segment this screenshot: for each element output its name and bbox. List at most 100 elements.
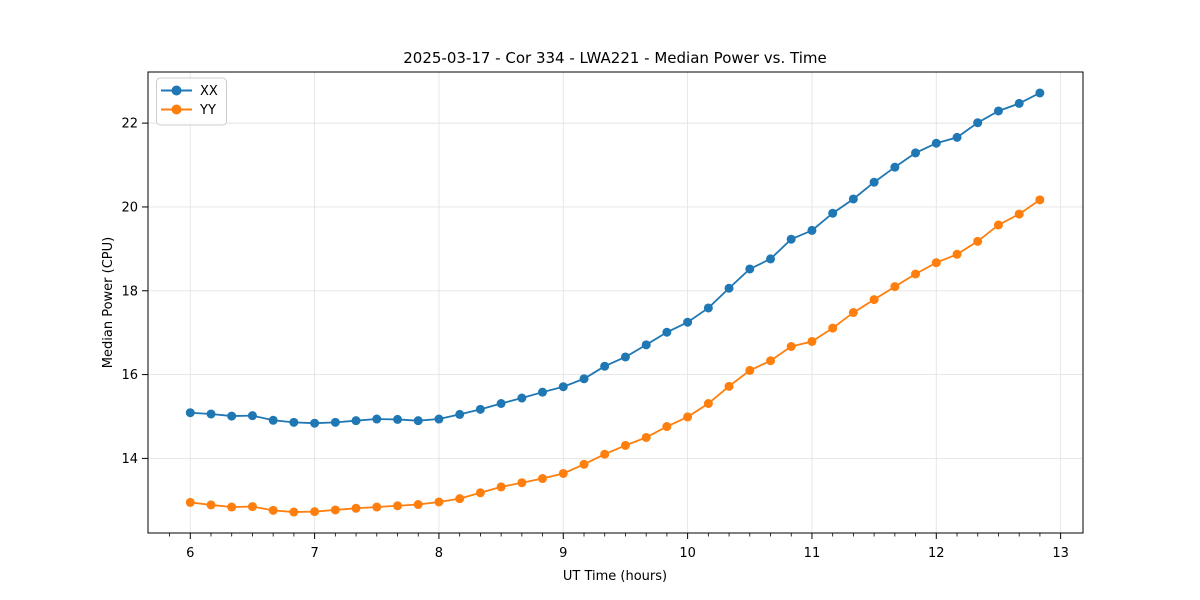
series-yy-marker: [641, 432, 651, 442]
series-xx-marker: [911, 148, 921, 158]
y-tick-label: 14: [121, 452, 138, 467]
series-xx-marker: [931, 138, 941, 148]
series-xx-marker: [973, 118, 983, 128]
series-yy-marker: [869, 295, 879, 305]
series-yy-marker: [600, 449, 610, 459]
series-xx-marker: [330, 417, 340, 427]
tick-layer: 6 7 8 9 10 11 12 13 14 16 18 20 22: [121, 117, 1068, 561]
series-yy-marker: [247, 502, 257, 512]
x-tick-label: 11: [804, 546, 821, 561]
y-tick-label: 16: [121, 368, 138, 383]
series-xx-marker: [538, 387, 548, 397]
legend-marker-sample: [171, 85, 182, 96]
series-yy-marker: [268, 505, 278, 515]
series-yy-marker: [620, 440, 630, 450]
series-layer: [185, 88, 1045, 517]
series-yy-marker: [206, 500, 216, 510]
series-yy-marker: [393, 501, 403, 511]
x-tick-label: 9: [559, 546, 567, 561]
legend: XX YY: [156, 77, 227, 126]
grid-layer: [148, 72, 1083, 533]
series-yy-marker: [724, 381, 734, 391]
series-yy-marker: [993, 220, 1003, 230]
series-yy-marker: [911, 269, 921, 279]
x-tick-label: 10: [679, 546, 696, 561]
series-yy-marker: [848, 308, 858, 318]
series-xx-marker: [745, 264, 755, 274]
legend-label-xx: XX: [200, 84, 218, 99]
series-xx-marker: [310, 418, 320, 428]
series-yy-marker: [227, 502, 237, 512]
series-yy-marker: [807, 336, 817, 346]
series-yy-marker: [1035, 195, 1045, 205]
series-xx-marker: [185, 408, 195, 418]
series-xx-marker: [289, 417, 299, 427]
series-xx-marker: [807, 225, 817, 235]
series-yy-marker: [703, 399, 713, 409]
series-xx-marker: [247, 411, 257, 421]
series-xx-marker: [372, 414, 382, 424]
series-xx-marker: [786, 234, 796, 244]
series-xx-marker: [413, 416, 423, 426]
series-xx-marker: [869, 177, 879, 187]
series-xx-marker: [455, 409, 465, 419]
series-xx-marker: [724, 283, 734, 293]
series-yy-marker: [185, 497, 195, 507]
series-xx-marker: [393, 414, 403, 424]
series-xx-marker: [766, 254, 776, 264]
series-yy-marker: [662, 422, 672, 432]
series-yy-marker: [683, 412, 693, 422]
series-xx-marker: [662, 327, 672, 337]
series-xx-marker: [641, 340, 651, 350]
x-tick-label: 8: [435, 546, 443, 561]
series-xx-marker: [952, 132, 962, 142]
series-yy-marker: [310, 507, 320, 517]
series-xx-marker: [890, 162, 900, 172]
series-xx-marker: [600, 361, 610, 371]
series-yy-marker: [1014, 209, 1024, 219]
series-yy-marker: [952, 249, 962, 259]
series-yy-marker: [786, 342, 796, 352]
series-yy-marker: [890, 282, 900, 292]
series-xx-marker: [227, 411, 237, 421]
series-xx-marker: [475, 404, 485, 414]
x-tick-label: 12: [928, 546, 945, 561]
series-xx-marker: [434, 414, 444, 424]
series-xx-marker: [993, 106, 1003, 116]
x-tick-label: 6: [186, 546, 194, 561]
series-yy-marker: [496, 482, 506, 492]
series-yy-marker: [766, 356, 776, 366]
series-xx-marker: [579, 374, 589, 384]
series-yy-marker: [434, 497, 444, 507]
series-yy-marker: [517, 478, 527, 488]
series-xx-marker: [496, 399, 506, 409]
series-yy-line: [190, 199, 1041, 513]
series-xx-marker: [848, 194, 858, 204]
series-yy-marker: [973, 236, 983, 246]
series-xx-line: [190, 92, 1041, 425]
series-yy-marker: [538, 474, 548, 484]
series-yy-marker: [413, 500, 423, 510]
series-yy-marker: [330, 505, 340, 515]
series-xx-marker: [828, 208, 838, 218]
series-xx-marker: [1014, 98, 1024, 108]
series-xx-marker: [558, 382, 568, 392]
series-yy-marker: [579, 459, 589, 469]
series-yy-marker: [351, 503, 361, 513]
series-yy-marker: [828, 323, 838, 333]
legend-marker-sample: [171, 104, 182, 115]
series-yy-marker: [931, 258, 941, 268]
series-xx-marker: [703, 303, 713, 313]
series-yy-marker: [455, 494, 465, 504]
chart-title: 2025-03-17 - Cor 334 - LWA221 - Median P…: [403, 49, 827, 67]
y-axis-label: Median Power (CPU): [101, 237, 116, 368]
series-xx-marker: [517, 393, 527, 403]
x-tick-label: 13: [1052, 546, 1069, 561]
series-yy-marker: [475, 488, 485, 498]
series-xx-marker: [206, 409, 216, 419]
series-xx-marker: [1035, 88, 1045, 98]
y-tick-label: 20: [121, 200, 138, 215]
series-xx-marker: [620, 352, 630, 362]
